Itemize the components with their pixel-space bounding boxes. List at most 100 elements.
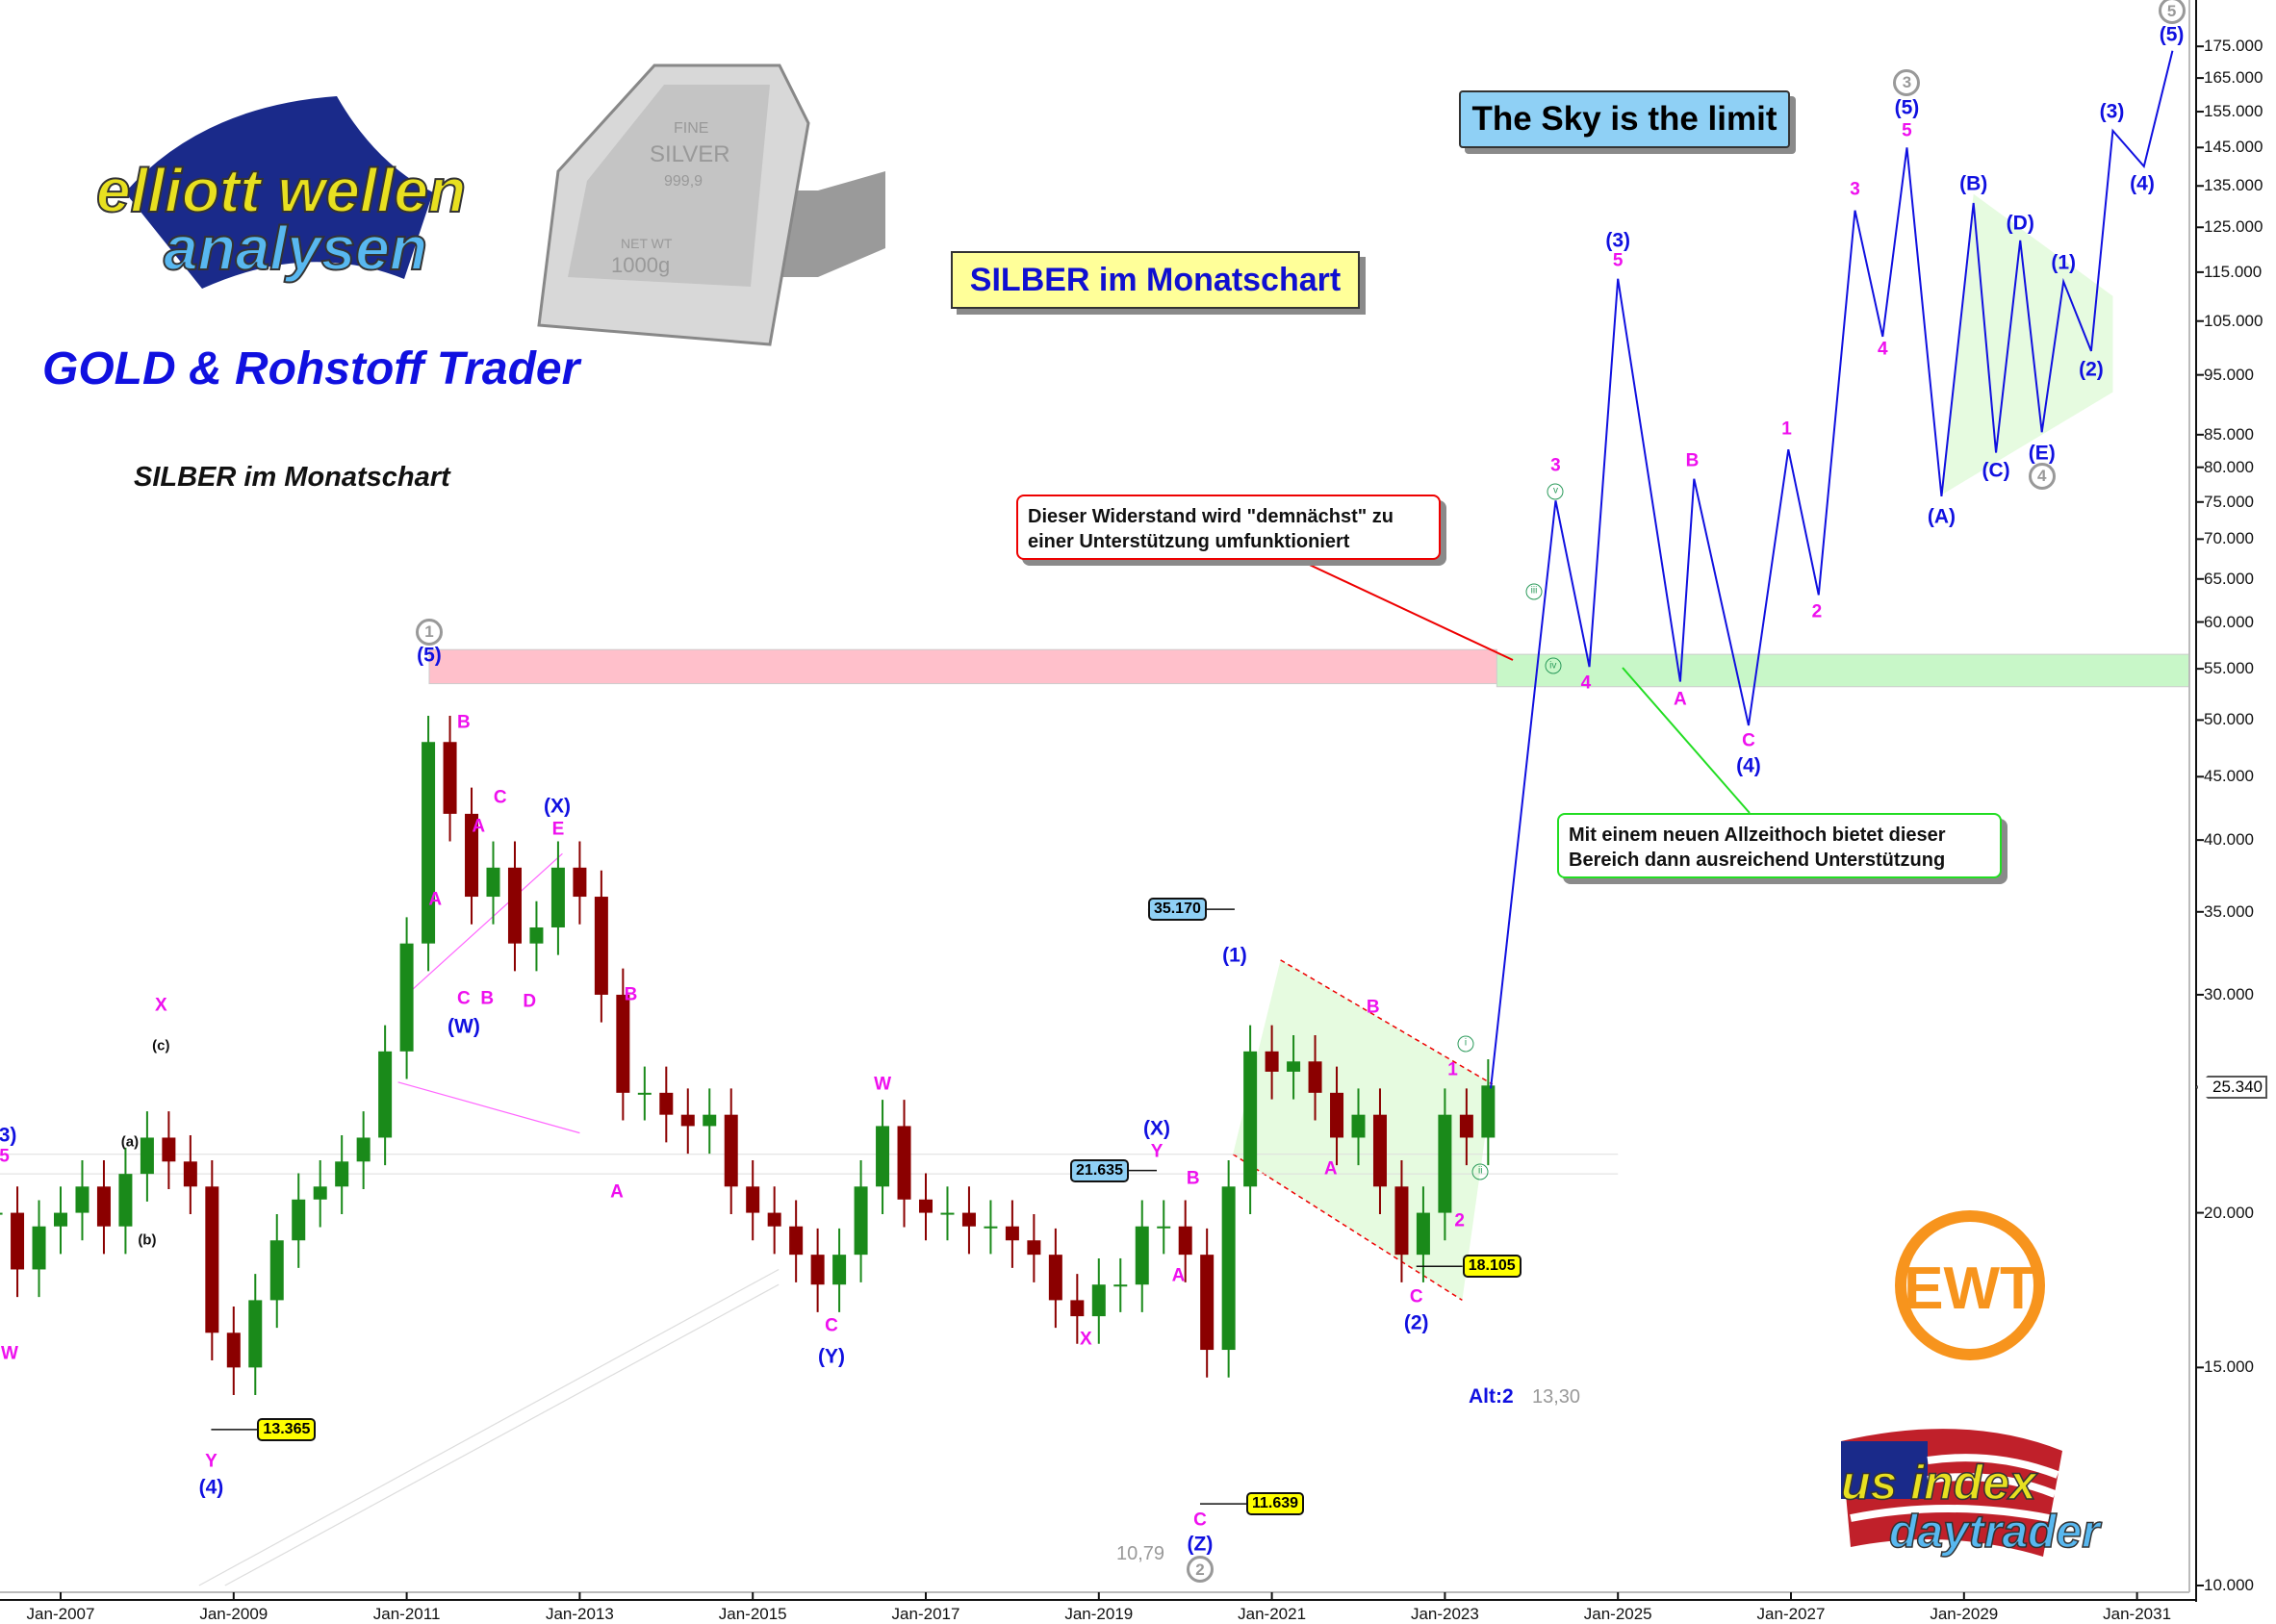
wave-label: 5 [1612, 250, 1624, 271]
x-tick-label: Jan-2023 [1410, 1605, 1479, 1623]
candle-down [680, 1114, 695, 1127]
chart-subtitle: SILBER im Monatschart [134, 462, 450, 493]
wave-label: A [428, 889, 443, 910]
candle-down [961, 1212, 976, 1227]
wave-label: 5 [2158, 0, 2186, 25]
elliott-logo-line2: analysen [164, 214, 427, 283]
brand-title: GOLD & Rohstoff Trader [42, 343, 580, 394]
wave-label: 1 [415, 618, 443, 646]
y-tick-label: 65.000 [2204, 569, 2254, 588]
y-tick-label: 135.000 [2204, 176, 2263, 195]
wave-label: 2 [1454, 1210, 1465, 1231]
x-tick-label: Jan-2029 [1930, 1605, 1999, 1623]
wave-label: iii [1525, 583, 1543, 600]
wave-label: (5) [417, 644, 442, 667]
svg-text:NET WT: NET WT [621, 236, 673, 251]
wave-label: (2) [1403, 1311, 1429, 1334]
candle-down [205, 1186, 219, 1333]
candle-up [1438, 1114, 1452, 1213]
wave-label: 5 [1902, 120, 1912, 141]
wave-label: (4) [198, 1476, 224, 1499]
wave-label: (X) [1143, 1117, 1171, 1140]
candle-up [378, 1051, 393, 1138]
candle-down [594, 897, 608, 995]
candle-down [1459, 1114, 1473, 1138]
candle-up [399, 943, 414, 1052]
price-tag-label: 21.635 [1070, 1158, 1129, 1182]
wave-label: Y [1150, 1141, 1164, 1162]
candle-down [1005, 1226, 1019, 1241]
svg-text:SILVER: SILVER [650, 141, 730, 167]
candle-up [269, 1240, 284, 1301]
candle-up [550, 867, 565, 927]
y-tick-label: 115.000 [2204, 262, 2263, 281]
candle-down [767, 1212, 781, 1227]
y-tick-label: 145.000 [2204, 138, 2263, 157]
candle-down [746, 1186, 760, 1213]
y-tick-label: 40.000 [2204, 830, 2254, 850]
candle-up [0, 1212, 3, 1215]
wave-label: (B) [1959, 172, 1988, 195]
candle-down [810, 1255, 825, 1285]
price-tag-label: 35.170 [1147, 898, 1207, 922]
x-tick-label: Jan-2025 [1583, 1605, 1652, 1623]
silver-bar-image: FINE SILVER 999,9 NET WT 1000g [537, 63, 885, 346]
wave-label: (C) [1982, 459, 2010, 482]
wave-label: (b) [138, 1231, 157, 1249]
candle-up [356, 1137, 371, 1162]
trendline [397, 1081, 580, 1134]
candle-up [832, 1255, 847, 1285]
trendline [198, 1268, 780, 1586]
candle-up [1221, 1186, 1236, 1351]
zones-layer [428, 648, 2190, 688]
wave-label: (X) [544, 795, 572, 818]
wave-label: B [480, 988, 495, 1009]
candle-down [1265, 1051, 1279, 1072]
wave-label: C [493, 787, 507, 808]
candle-up [1091, 1284, 1106, 1317]
y-tick-label: 70.000 [2204, 529, 2254, 548]
candles-layer [0, 715, 1496, 1396]
svg-text:daytrader: daytrader [1889, 1507, 2102, 1558]
y-tick-label: 55.000 [2204, 659, 2254, 678]
candle-up [140, 1137, 154, 1175]
ewt-logo: EWT [1895, 1210, 2045, 1360]
x-tick-label: Jan-2011 [372, 1605, 441, 1623]
y-tick-label: 30.000 [2204, 984, 2254, 1003]
svg-text:1000g: 1000g [611, 253, 670, 277]
usindex-daytrader-logo: us index daytrader [1840, 1429, 2103, 1559]
candle-down [1330, 1092, 1344, 1138]
candle-down [183, 1161, 197, 1187]
y-tick-label: 75.000 [2204, 492, 2254, 511]
price-tag-label: 11.639 [1245, 1492, 1305, 1516]
wave-label: (4) [2130, 172, 2155, 195]
wave-label: (3) [1605, 229, 1631, 252]
wave-label: (5) [2159, 23, 2185, 46]
candle-down [1200, 1255, 1215, 1351]
y-tick-label: 80.000 [2204, 457, 2254, 476]
wave-label: (4) [1736, 754, 1761, 777]
y-tick-label: 50.000 [2204, 710, 2254, 729]
candle-up [1287, 1061, 1301, 1072]
wave-label: (1) [1222, 944, 1247, 967]
svg-text:us index: us index [1841, 1456, 2038, 1510]
candle-down [465, 813, 479, 898]
candle-down [724, 1114, 738, 1187]
wave-label: C [1742, 730, 1755, 751]
x-tick-label: Jan-2007 [26, 1605, 95, 1623]
candle-up [1157, 1226, 1171, 1229]
wave-label: (E) [2028, 442, 2056, 465]
low-value-note: 10,79 [1116, 1543, 1165, 1564]
candle-up [876, 1126, 890, 1187]
y-tick-label: 85.000 [2204, 424, 2254, 444]
candle-up [248, 1300, 263, 1368]
candle-down [897, 1126, 911, 1200]
wave-label: (1) [2051, 251, 2077, 274]
slogan-box: The Sky is the limit [1459, 90, 1790, 148]
wave-label: B [624, 984, 638, 1005]
wave-label: X [1079, 1329, 1092, 1350]
wave-label: 2 [1811, 601, 1823, 622]
candle-down [919, 1199, 933, 1213]
candle-up [984, 1226, 998, 1229]
support-zone [1496, 653, 2190, 688]
